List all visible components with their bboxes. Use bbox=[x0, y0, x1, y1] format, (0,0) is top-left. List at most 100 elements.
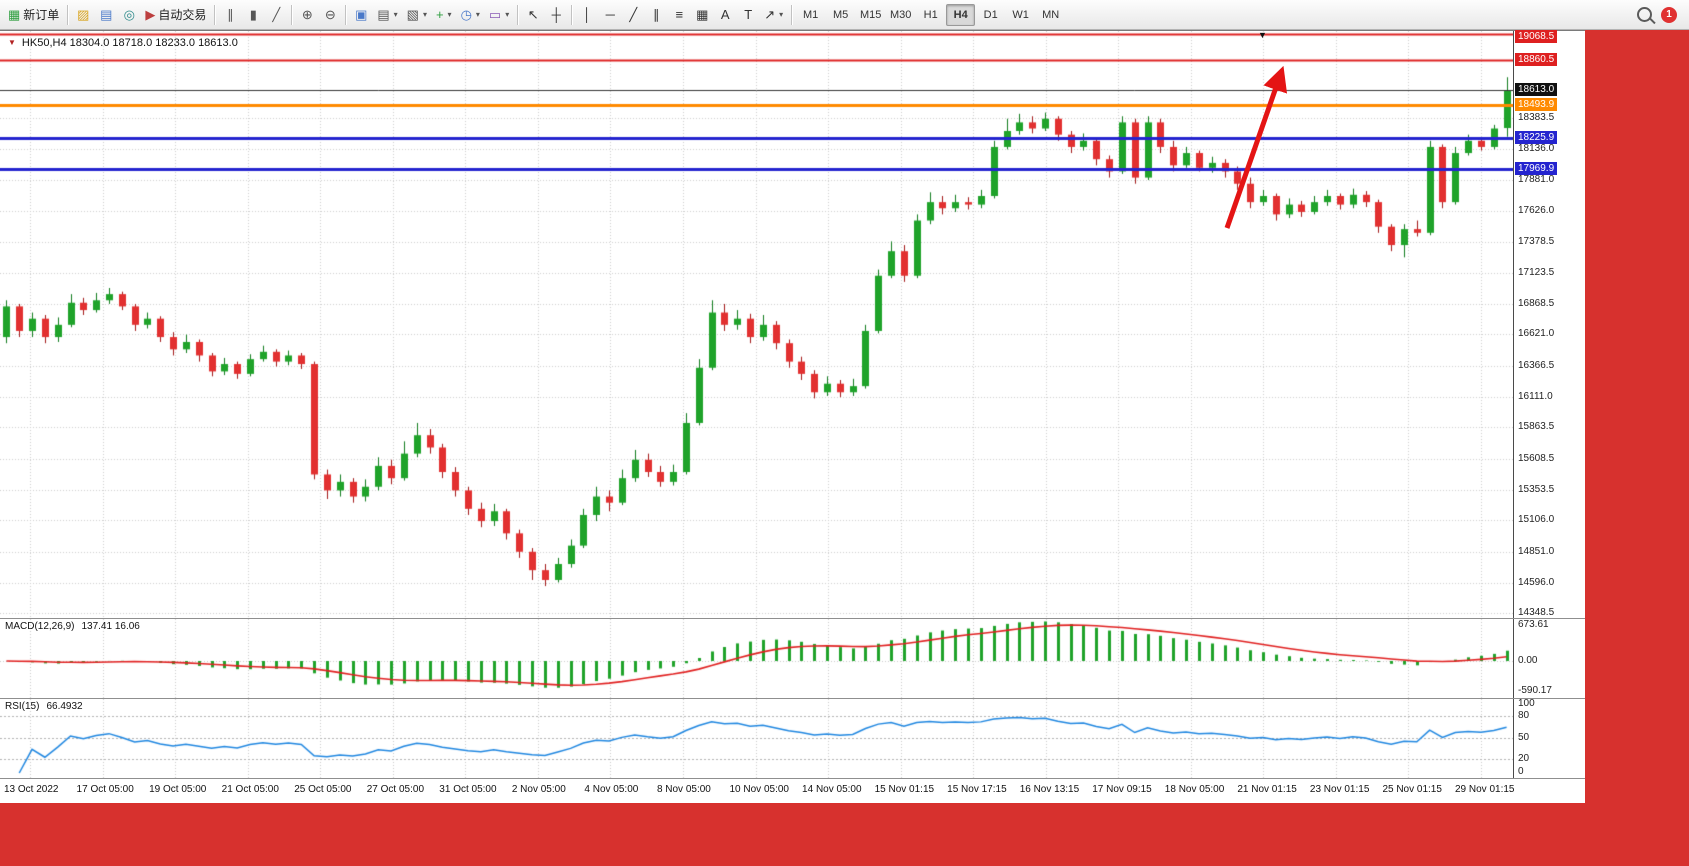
tile-windows-button[interactable]: ▣ bbox=[350, 3, 372, 27]
price-pane-row: ▼ HK50,H4 18304.0 18718.0 18233.0 18613.… bbox=[0, 30, 1585, 618]
timeframe-button-m30[interactable]: M30 bbox=[886, 4, 915, 26]
time-axis-label: 27 Oct 05:00 bbox=[366, 784, 425, 795]
navigator-button[interactable]: ◎ bbox=[118, 3, 140, 27]
market-watch-icon: ▤ bbox=[100, 7, 113, 22]
rsi-canvas[interactable] bbox=[0, 699, 1513, 778]
price-axis[interactable]: 18383.5 18136.0 17881.0 17626.0 17378.5 17123… bbox=[1513, 30, 1585, 618]
dropdown-caret-icon: ▾ bbox=[447, 10, 452, 19]
timeframe-button-m5[interactable]: M5 bbox=[826, 4, 855, 26]
bar-chart-icon: ∥ bbox=[227, 7, 234, 22]
line-chart-button[interactable]: ╱ bbox=[265, 3, 287, 27]
indicators-button[interactable]: + ▾ bbox=[432, 3, 456, 27]
cascade-windows-button[interactable]: ▤ ▾ bbox=[373, 3, 401, 27]
navigator-icon: ◎ bbox=[123, 7, 135, 22]
symbol-icon: ▼ bbox=[8, 38, 16, 47]
macd-values-text: 137.41 16.06 bbox=[81, 621, 140, 632]
macd-axis[interactable]: 673.61 0.00 -590.17 bbox=[1513, 619, 1585, 698]
hline-price-label: 18860.5 bbox=[1515, 52, 1558, 66]
time-axis-label: 21 Oct 05:00 bbox=[221, 784, 279, 795]
cursor-button[interactable]: ↖ bbox=[522, 3, 544, 27]
dropdown-caret-icon: ▾ bbox=[422, 10, 427, 19]
autotrading-button-label: 自动交易 bbox=[158, 8, 207, 22]
scroll-end-marker-icon: ▼ bbox=[1258, 31, 1267, 40]
hline-price-label: 19068.5 bbox=[1515, 30, 1558, 43]
vertical-line-button[interactable]: │ bbox=[576, 3, 598, 27]
time-axis-label: 29 Nov 01:15 bbox=[1455, 784, 1515, 795]
timeframe-button-d1[interactable]: D1 bbox=[976, 4, 1005, 26]
timeframe-button-m1[interactable]: M1 bbox=[796, 4, 825, 26]
price-tick-label: 14596.0 bbox=[1518, 576, 1555, 588]
bid-price-label: 18613.0 bbox=[1515, 83, 1558, 97]
macd-axis-label: -590.17 bbox=[1518, 685, 1552, 696]
fibonacci-icon: ≡ bbox=[675, 7, 684, 22]
price-tick-label: 17626.0 bbox=[1518, 205, 1555, 217]
time-axis[interactable]: 13 Oct 2022 17 Oct 05:00 19 Oct 05:00 21 Oc… bbox=[0, 778, 1585, 803]
crosshair-button[interactable]: ┼ bbox=[545, 3, 567, 27]
hline-price-label: 18225.9 bbox=[1515, 130, 1558, 144]
trendline-button[interactable]: ╱ bbox=[622, 3, 644, 27]
rsi-pane-row: RSI(15) 66.4932 100 80 50 20 0 bbox=[0, 698, 1585, 778]
time-axis-label: 2 Nov 05:00 bbox=[511, 784, 566, 795]
time-axis-label: 25 Oct 05:00 bbox=[294, 784, 352, 795]
trend-arrow-annotation[interactable] bbox=[0, 31, 1513, 618]
rsi-title-text: RSI(15) bbox=[5, 701, 40, 712]
time-axis-label: 18 Nov 05:00 bbox=[1164, 784, 1225, 795]
time-axis-label: 16 Nov 13:15 bbox=[1019, 784, 1080, 795]
toolbar-separator bbox=[791, 4, 793, 25]
new-order-button[interactable]: ▦ 新订单 bbox=[4, 3, 63, 27]
zoom-in-button[interactable]: ⊕ bbox=[296, 3, 318, 27]
price-tick-label: 18136.0 bbox=[1518, 142, 1555, 154]
zoom-out-icon: ⊖ bbox=[324, 7, 336, 22]
timeframe-button-m15[interactable]: M15 bbox=[856, 4, 885, 26]
autotrading-button[interactable]: ▶ 自动交易 bbox=[141, 3, 210, 27]
timeframe-button-w1[interactable]: W1 bbox=[1006, 4, 1035, 26]
notifications-badge[interactable]: 1 bbox=[1661, 6, 1677, 23]
price-tick-label: 17378.5 bbox=[1518, 235, 1555, 247]
shapes-button[interactable]: ▦ bbox=[691, 3, 713, 27]
rsi-axis[interactable]: 100 80 50 20 0 bbox=[1513, 698, 1585, 778]
toolbar-separator bbox=[517, 4, 519, 25]
bar-chart-button[interactable]: ∥ bbox=[219, 3, 241, 27]
rsi-axis-label: 100 bbox=[1518, 698, 1535, 709]
macd-label: MACD(12,26,9) 137.41 16.06 bbox=[5, 621, 140, 632]
rsi-label: RSI(15) 66.4932 bbox=[5, 701, 83, 712]
timeframe-button-h4[interactable]: H4 bbox=[946, 3, 976, 26]
arrange-icons-button[interactable]: ▧ ▾ bbox=[403, 3, 431, 27]
price-chart-area[interactable]: ▼ HK50,H4 18304.0 18718.0 18233.0 18613.… bbox=[0, 31, 1513, 618]
text-button[interactable]: A bbox=[714, 3, 736, 27]
horizontal-line-button[interactable]: ─ bbox=[599, 3, 621, 27]
timeframe-button-mn[interactable]: MN bbox=[1036, 4, 1065, 26]
equidistant-channel-button[interactable]: ∥ bbox=[645, 3, 667, 27]
time-axis-label: 10 Nov 05:00 bbox=[729, 784, 790, 795]
hline-price-label: 18493.9 bbox=[1515, 97, 1558, 111]
rsi-axis-label: 80 bbox=[1518, 710, 1530, 722]
profiles-button[interactable]: ▨ bbox=[72, 3, 94, 27]
search-icon[interactable] bbox=[1637, 7, 1652, 22]
candlestick-chart-icon: ▮ bbox=[249, 7, 257, 22]
time-axis-label: 4 Nov 05:00 bbox=[584, 784, 639, 795]
zoom-out-button[interactable]: ⊖ bbox=[319, 3, 341, 27]
macd-canvas[interactable] bbox=[0, 619, 1513, 698]
periods-button[interactable]: ◷ ▾ bbox=[457, 3, 484, 27]
candlestick-chart-button[interactable]: ▮ bbox=[242, 3, 264, 27]
macd-panel[interactable]: MACD(12,26,9) 137.41 16.06 bbox=[0, 619, 1513, 698]
fibonacci-button[interactable]: ≡ bbox=[668, 3, 690, 27]
time-axis-label: 23 Nov 01:15 bbox=[1309, 784, 1370, 795]
time-axis-label: 25 Nov 01:15 bbox=[1382, 784, 1442, 795]
toolbar-separator bbox=[214, 4, 216, 25]
profiles-icon: ▨ bbox=[77, 7, 90, 22]
toolbar-right: 1 bbox=[1637, 6, 1685, 23]
timeframe-button-h1[interactable]: H1 bbox=[916, 4, 945, 26]
vertical-line-icon: │ bbox=[583, 7, 592, 22]
symbol-ohlc-text: HK50,H4 18304.0 18718.0 18233.0 18613.0 bbox=[21, 37, 238, 49]
shapes-icon: ▦ bbox=[696, 7, 709, 22]
templates-button[interactable]: ▭ ▾ bbox=[485, 3, 513, 27]
macd-axis-label: 673.61 bbox=[1518, 619, 1549, 630]
rsi-panel[interactable]: RSI(15) 66.4932 bbox=[0, 699, 1513, 778]
tile-windows-icon: ▣ bbox=[355, 7, 368, 22]
trendline-icon: ╱ bbox=[629, 7, 638, 22]
time-axis-label: 8 Nov 05:00 bbox=[656, 784, 711, 795]
arrows-button[interactable]: ↗ ▾ bbox=[760, 3, 787, 27]
market-watch-button[interactable]: ▤ bbox=[95, 3, 117, 27]
text-label-button[interactable]: T bbox=[737, 3, 759, 27]
